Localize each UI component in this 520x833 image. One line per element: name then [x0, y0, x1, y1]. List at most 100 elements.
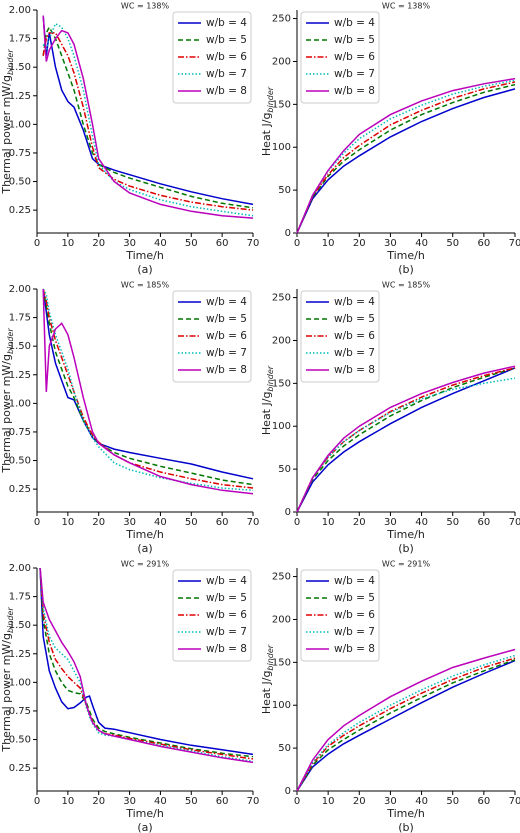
series-line	[296, 79, 516, 234]
legend-label: w/b = 4	[206, 296, 247, 308]
legend-label: w/b = 4	[334, 296, 375, 308]
x-tick-label: 60	[216, 238, 229, 249]
legend-label: w/b = 7	[206, 68, 247, 80]
y-tick-label: 1.75	[9, 34, 31, 45]
x-tick-label: 30	[123, 238, 136, 249]
legend-label: w/b = 6	[206, 51, 247, 63]
x-tick-label: 60	[216, 517, 229, 528]
y-axis-label-main: Heat J/g	[260, 392, 273, 436]
y-tick-label: 0.75	[9, 148, 31, 159]
legend-label: w/b = 4	[206, 575, 247, 587]
caption: (a)	[137, 821, 152, 833]
x-tick-label: 40	[154, 517, 167, 528]
x-tick-label: 50	[446, 796, 459, 807]
x-tick-label: 0	[294, 796, 300, 807]
legend-label: w/b = 4	[334, 575, 375, 587]
series-line	[296, 659, 516, 792]
y-tick-label: 0.25	[9, 484, 31, 495]
legend-label: w/b = 7	[334, 347, 375, 359]
x-tick-label: 70	[247, 796, 260, 807]
series-line	[42, 15, 254, 219]
x-tick-label: 10	[61, 238, 74, 249]
y-tick-label: 1.00	[9, 398, 31, 409]
y-axis-label-subscript: binder	[6, 49, 15, 75]
y-tick-label: 0.25	[9, 205, 31, 216]
x-tick-label: 40	[154, 796, 167, 807]
caption: (b)	[398, 821, 414, 833]
x-tick-label: 20	[353, 517, 366, 528]
y-tick-label: 0	[285, 786, 291, 797]
x-tick-label: 70	[247, 238, 260, 249]
x-tick-label: 70	[247, 517, 260, 528]
x-tick-label: 0	[34, 796, 40, 807]
y-tick-label: 1.25	[9, 370, 31, 381]
legend-box	[300, 11, 380, 104]
x-tick-label: 60	[477, 238, 490, 249]
x-tick-label: 40	[415, 238, 428, 249]
x-tick-label: 20	[353, 238, 366, 249]
chart-title: WC = 138%	[121, 2, 170, 11]
y-tick-label: 250	[272, 293, 291, 304]
x-tick-label: 30	[123, 796, 136, 807]
y-tick-label: 2.00	[9, 5, 31, 16]
y-tick-label: 100	[272, 700, 291, 711]
y-tick-label: 150	[272, 99, 291, 110]
y-tick-label: 1.75	[9, 592, 31, 603]
x-tick-label: 40	[415, 517, 428, 528]
legend-box	[172, 569, 252, 662]
y-axis-label-subscript: binder	[266, 365, 275, 391]
x-tick-label: 10	[322, 238, 335, 249]
legend-label: w/b = 7	[206, 347, 247, 359]
x-tick-label: 70	[509, 238, 520, 249]
legend-label: w/b = 5	[206, 34, 247, 46]
series-line	[39, 567, 254, 764]
legend-box	[300, 290, 380, 383]
y-axis-label: Heat J/gbinder	[260, 365, 275, 435]
y-axis-label-subscript: binder	[6, 607, 15, 633]
y-tick-label: 100	[272, 421, 291, 432]
y-tick-label: 0.50	[9, 177, 31, 188]
x-tick-label: 10	[61, 796, 74, 807]
x-tick-label: 30	[384, 238, 397, 249]
x-axis-label: Time/h	[125, 528, 164, 541]
y-tick-label: 200	[272, 56, 291, 67]
legend-label: w/b = 4	[206, 17, 247, 29]
x-tick-label: 50	[185, 238, 198, 249]
legend-label: w/b = 6	[334, 330, 375, 342]
x-tick-label: 30	[384, 796, 397, 807]
x-tick-label: 70	[509, 517, 520, 528]
y-tick-label: 50	[278, 464, 291, 475]
x-tick-label: 0	[294, 238, 300, 249]
y-tick-label: 0.75	[9, 706, 31, 717]
x-tick-label: 20	[353, 796, 366, 807]
series-line	[296, 657, 516, 792]
legend-label: w/b = 6	[334, 609, 375, 621]
series-line	[42, 288, 254, 495]
series-line	[296, 83, 516, 234]
series-line	[296, 654, 516, 792]
y-tick-label: 0	[285, 228, 291, 239]
chart-title: WC = 291%	[121, 560, 170, 569]
y-tick-label: 0.75	[9, 427, 31, 438]
x-tick-label: 60	[477, 796, 490, 807]
x-tick-label: 0	[34, 517, 40, 528]
series-line	[296, 367, 516, 513]
chart-title: WC = 138%	[382, 2, 431, 11]
series-line	[39, 567, 254, 760]
series-line	[296, 367, 516, 513]
legend-label: w/b = 5	[206, 592, 247, 604]
legend-label: w/b = 7	[334, 68, 375, 80]
y-tick-label: 2.00	[9, 284, 31, 295]
series-line	[296, 77, 516, 234]
legend-box	[300, 569, 380, 662]
legend-label: w/b = 6	[206, 330, 247, 342]
chart-title: WC = 185%	[121, 281, 170, 290]
y-axis-label-main: Heat J/g	[260, 671, 273, 715]
x-axis-label: Time/h	[386, 528, 425, 541]
y-tick-label: 250	[272, 572, 291, 583]
y-tick-label: 50	[278, 743, 291, 754]
series-line	[42, 15, 254, 206]
legend-label: w/b = 5	[206, 313, 247, 325]
